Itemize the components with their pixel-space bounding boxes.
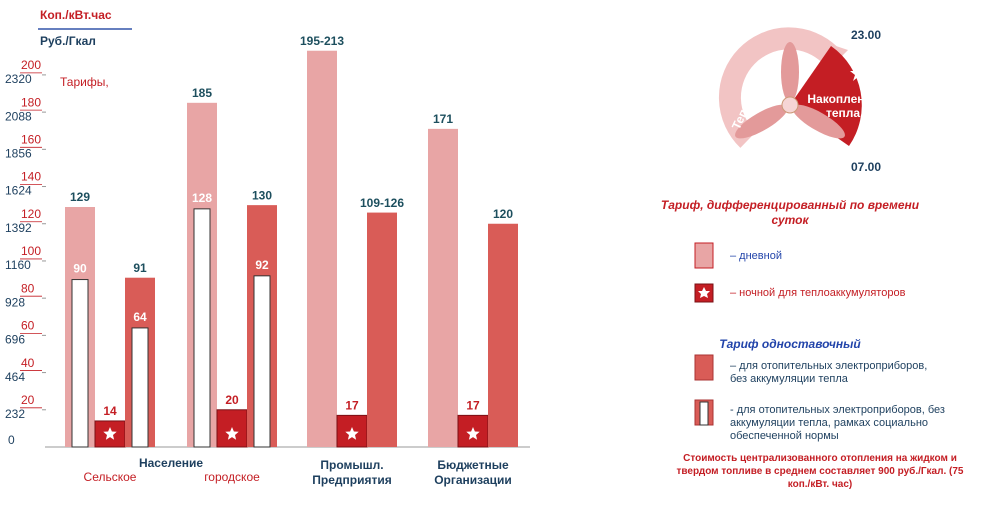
y2-tick-label: 2088	[5, 109, 32, 123]
legend-swatch-inner	[699, 401, 709, 426]
start-time: 23.00	[851, 28, 881, 42]
value-label: 128	[192, 191, 212, 205]
y-tick-label: 80	[21, 281, 35, 295]
y-tick-label: 60	[21, 319, 35, 333]
y2-tick-label: 464	[5, 370, 25, 384]
value-label: 17	[466, 399, 480, 413]
legend-label: - для отопительных электроприборов, без …	[730, 404, 945, 442]
legend-swatch	[694, 354, 714, 381]
value-label: 90	[73, 262, 87, 276]
value-label: 185	[192, 86, 212, 100]
y2-tick-label: 1624	[5, 184, 32, 198]
star	[345, 427, 359, 440]
y2-axis-label: Руб./Гкал	[40, 34, 96, 48]
end-time: 07.00	[851, 160, 881, 174]
y-tick-label: 160	[21, 132, 41, 146]
value-label: 195-213	[300, 34, 344, 48]
x-tick-label: Сельское	[83, 470, 137, 484]
value-label: 17	[345, 399, 359, 413]
star	[103, 427, 117, 440]
value-label: 130	[252, 188, 272, 202]
legend-title: Тариф, дифференцированный по времени сут…	[660, 198, 920, 227]
y2-tick-label: 2320	[5, 72, 32, 86]
x-tick-label: Промышл. Предприятия	[312, 458, 392, 487]
inner-bar	[193, 208, 211, 448]
value-label: 91	[133, 261, 147, 275]
y-tick-label: 0	[8, 433, 15, 447]
bar	[367, 212, 397, 447]
legend-label: – ночной для теплоаккумуляторов	[730, 287, 906, 299]
bar	[488, 223, 518, 447]
y2-tick-label: 1856	[5, 146, 32, 160]
blade	[792, 104, 845, 139]
hub	[781, 96, 799, 114]
bar	[216, 409, 248, 448]
value-label: 14	[103, 404, 117, 418]
x-tick-label: городское	[204, 470, 260, 484]
y-tick-label: 100	[21, 244, 41, 258]
y-tick-label: 40	[21, 356, 35, 370]
footnote: Стоимость централизованного отопления на…	[676, 453, 964, 490]
y2-tick-label: 1392	[5, 221, 32, 235]
y-tick-label: 200	[21, 58, 41, 72]
value-label: 109-126	[360, 196, 404, 210]
value-label: 171	[433, 112, 453, 126]
sector-label: Накопление	[807, 92, 879, 106]
sector	[790, 46, 862, 146]
group-label: Население	[139, 456, 203, 470]
x-tick-label: Бюджетные Организации	[434, 458, 512, 487]
value-label: 92	[255, 258, 269, 272]
blade	[735, 104, 788, 139]
annotation: Тарифы,	[60, 75, 109, 89]
blade	[781, 42, 799, 102]
y2-tick-label: 696	[5, 333, 25, 347]
value-label: 129	[70, 190, 90, 204]
legend-title: Тариф одноставочный	[719, 337, 861, 351]
diagram: Накопление тепла Теплотрасса 23.00 07.00	[719, 27, 881, 174]
y-tick-label: 140	[21, 170, 41, 184]
y-tick-label: 120	[21, 207, 41, 221]
legend-label: – дневной	[730, 250, 782, 262]
star	[466, 427, 480, 440]
value-label: 64	[133, 310, 147, 324]
y2-tick-label: 1160	[5, 258, 31, 272]
legend-swatch	[694, 242, 714, 269]
star	[225, 427, 239, 440]
y-tick-label: 180	[21, 95, 41, 109]
y-axis-label: Коп./кВт.час	[40, 8, 112, 22]
inner-bar	[131, 327, 149, 448]
inner-bar	[71, 279, 89, 448]
y2-tick-label: 232	[5, 407, 25, 421]
sector-label: тепла	[826, 106, 860, 120]
inner-bar	[253, 275, 271, 448]
value-label: 120	[493, 207, 513, 221]
bar	[307, 50, 337, 447]
star	[698, 287, 710, 298]
value-label: 20	[225, 393, 239, 407]
legend-label: – для отопительных электроприборов, без …	[730, 360, 928, 385]
bar	[428, 128, 458, 447]
y2-tick-label: 928	[5, 295, 25, 309]
y-tick-label: 20	[21, 393, 35, 407]
ring-arrow	[719, 27, 838, 148]
star	[850, 65, 866, 81]
